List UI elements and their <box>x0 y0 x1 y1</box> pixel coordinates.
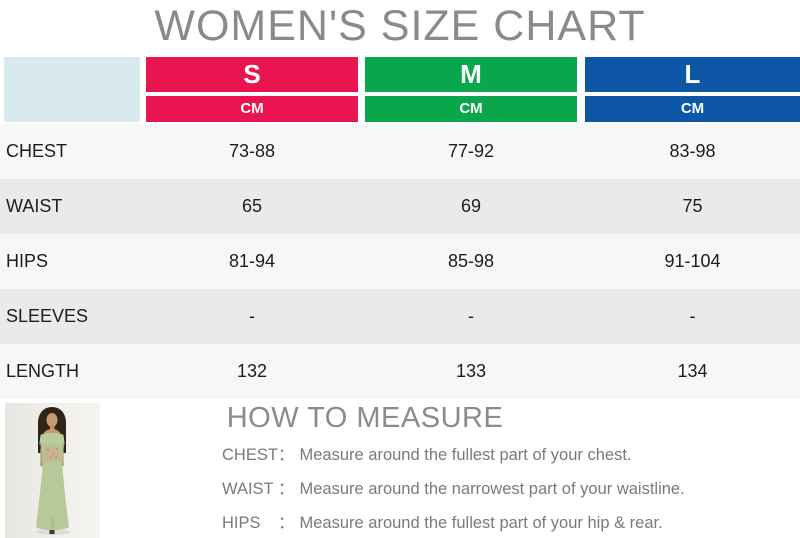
instruction-label: CHEST <box>222 446 278 464</box>
size-column-l: L CM <box>585 57 800 122</box>
length-value-m: 133 <box>455 361 487 381</box>
waist-value-s: 65 <box>241 196 263 216</box>
unit-header-m: CM <box>365 96 577 122</box>
instruction-label: HIPS <box>222 514 261 532</box>
instruction-text: Measure around the fullest part of your … <box>299 446 632 464</box>
waist-value-l: 75 <box>682 196 703 216</box>
waist-value-m: 69 <box>460 196 482 216</box>
hips-value-s: 81-94 <box>228 251 276 271</box>
instruction-separator: ： <box>278 446 295 464</box>
dress-skirt <box>36 463 69 530</box>
table-row-hips: HIPS 81-94 85-98 91-104 <box>0 234 800 289</box>
measure-instruction-hips: HIPS ： Measure around the fullest part of … <box>222 509 663 533</box>
instruction-separator: ： <box>278 480 295 498</box>
length-value-s: 132 <box>236 361 268 381</box>
row-label-length: LENGTH <box>6 361 80 381</box>
row-label-sleeves: SLEEVES <box>6 306 89 326</box>
how-to-measure-heading: HOW TO MEASURE <box>226 402 504 434</box>
chest-value-l: 83-98 <box>669 141 716 161</box>
size-header-s: S <box>146 57 358 92</box>
instruction-text: Measure around the fullest part of your … <box>299 514 663 532</box>
instruction-text: Measure around the narrowest part of you… <box>299 480 685 498</box>
table-row-waist: WAIST 65 69 75 <box>0 179 800 234</box>
hips-value-l: 91-104 <box>664 251 721 271</box>
chest-value-s: 73-88 <box>228 141 276 161</box>
unit-header-l: CM <box>585 96 800 122</box>
instruction-label: WAIST <box>222 480 274 498</box>
chest-value-m: 77-92 <box>447 141 495 161</box>
table-row-length: LENGTH 132 133 134 <box>0 344 800 399</box>
unit-header-s: CM <box>146 96 358 122</box>
row-label-waist: WAIST <box>6 196 63 216</box>
table-corner-cell <box>4 57 140 122</box>
size-column-s: S CM <box>146 57 358 122</box>
face <box>46 413 58 427</box>
sleeves-value-l: - <box>689 306 696 326</box>
neck <box>50 425 55 431</box>
dress-band <box>39 433 65 446</box>
row-label-chest: CHEST <box>6 141 68 161</box>
sleeves-value-m: - <box>468 306 474 326</box>
measure-instruction-waist: WAIST： Measure around the narrowest part … <box>222 475 685 499</box>
size-header-m: M <box>365 57 577 92</box>
table-row-sleeves: SLEEVES - - - <box>0 289 800 344</box>
sleeves-value-s: - <box>249 306 255 326</box>
shoe <box>49 530 55 534</box>
page-title: WOMEN'S SIZE CHART <box>154 2 646 50</box>
size-header-l: L <box>585 57 800 92</box>
size-column-m: M CM <box>365 57 577 122</box>
hips-value-m: 85-98 <box>447 251 495 271</box>
length-value-l: 134 <box>677 361 708 381</box>
measure-instruction-chest: CHEST： Measure around the fullest part of… <box>222 441 632 465</box>
table-row-chest: CHEST 73-88 77-92 83-98 <box>0 124 800 179</box>
row-label-hips: HIPS <box>6 251 49 271</box>
instruction-separator: ： <box>278 514 295 532</box>
product-photo-dress <box>5 403 100 538</box>
